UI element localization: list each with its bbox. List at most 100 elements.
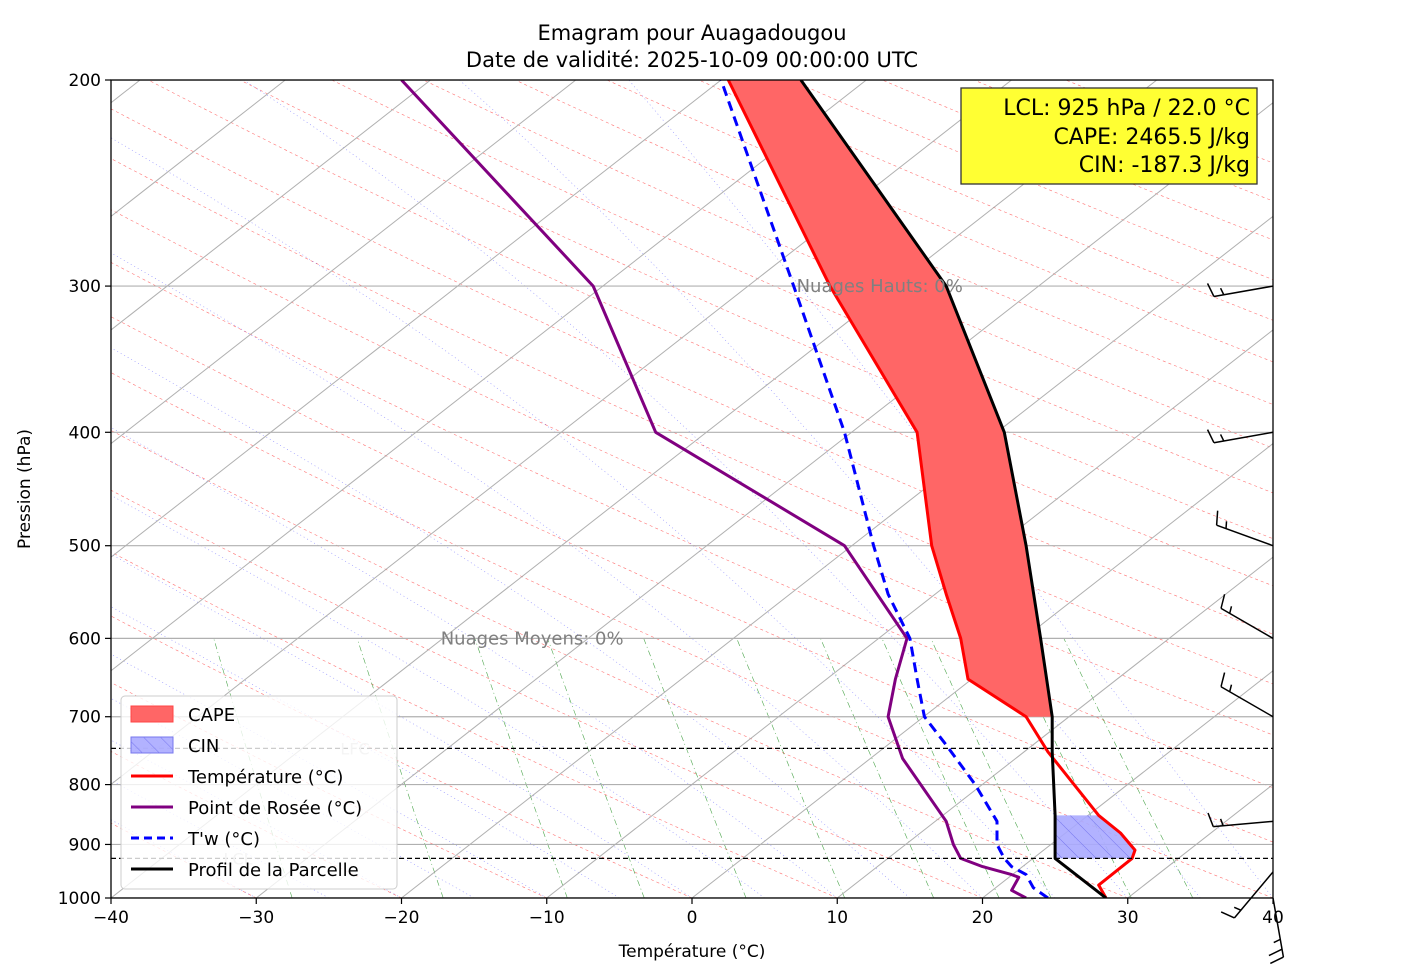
dry-adiabat <box>111 158 1273 685</box>
isotherm-line <box>691 442 1273 898</box>
wind-barbs <box>1206 283 1285 965</box>
x-tick-label: −10 <box>529 908 565 928</box>
profile-lines <box>400 80 1137 898</box>
moist-adiabat <box>111 252 983 898</box>
legend-label: Température (°C) <box>187 767 343 788</box>
isotherm-line <box>111 80 577 445</box>
wind-barb-feather <box>1220 594 1226 609</box>
x-tick-label: 20 <box>972 908 994 928</box>
mixing-ratio-line <box>1063 638 1194 898</box>
x-tick-label: −30 <box>238 908 274 928</box>
wind-barb-feather <box>1207 812 1214 827</box>
axes: −40 −30 −20 −10 0 10 20 30 40 200 300 400 500 600 700 8… <box>58 71 1284 928</box>
wind-barb-feather <box>1220 672 1226 687</box>
mixing-ratio-line <box>881 638 1000 898</box>
y-tick-label: 500 <box>69 537 101 557</box>
wind-barb <box>1268 897 1285 965</box>
chart-title: Emagram pour Auagadougou <box>537 21 846 45</box>
moist-adiabat <box>111 137 1056 898</box>
dry-adiabat <box>606 80 1273 363</box>
isotherm-line <box>111 80 431 331</box>
dry-adiabat <box>148 80 1273 587</box>
cloud-label: Nuages Moyens: 0% <box>441 628 624 649</box>
wind-barb-half-feather <box>1219 434 1225 442</box>
dry-adiabat <box>111 108 1273 635</box>
wind-barb-feather <box>1220 911 1235 919</box>
info-box: LCL: 925 hPa / 22.0 °C CAPE: 2465.5 J/kg… <box>960 87 1258 185</box>
isotherm-line <box>111 80 722 558</box>
wind-barb <box>1215 510 1274 547</box>
y-tick-label: 400 <box>69 423 101 443</box>
dry-adiabat <box>111 262 1273 789</box>
legend: CAPE CIN Température (°C) Point de Rosée (°… <box>120 695 398 890</box>
chart-subtitle: Date de validité: 2025-10-09 00:00:00 UT… <box>466 48 918 72</box>
mixing-ratio-line <box>736 638 845 898</box>
info-lcl: LCL: 925 hPa / 22.0 °C <box>1003 96 1250 121</box>
wind-barb-half-feather <box>1228 684 1233 692</box>
isotherm-line <box>982 670 1273 898</box>
legend-box <box>120 695 398 890</box>
y-tick-label: 700 <box>69 708 101 728</box>
wind-barb-feather <box>1206 429 1215 444</box>
isotherm-line <box>255 102 1273 898</box>
wind-barb-staff <box>1220 607 1274 640</box>
info-cin: CIN: -187.3 J/kg <box>1079 153 1250 178</box>
cloud-label: Nuages Hauts: 0% <box>797 276 963 297</box>
dry-adiabat <box>111 209 1273 736</box>
x-tick-label: 40 <box>1262 908 1284 928</box>
x-tick-label: −40 <box>93 908 129 928</box>
y-tick-label: 1000 <box>58 889 101 909</box>
wind-barb <box>1220 871 1274 919</box>
wind-barb-feather <box>1269 956 1284 965</box>
wind-barb-feather <box>1268 948 1283 957</box>
wind-barb-half-feather <box>1219 818 1224 826</box>
parcel-profile-line <box>799 80 1107 898</box>
cloud-labels: Nuages Hauts: 0% Nuages Moyens: 0% <box>441 276 963 649</box>
legend-label: T'w (°C) <box>187 829 260 850</box>
isotherm-line <box>111 80 867 672</box>
y-tick-label: 900 <box>69 835 101 855</box>
dry-adiabat <box>973 80 1273 202</box>
wind-barb-half-feather <box>1273 938 1281 944</box>
cape-area <box>728 80 1053 717</box>
wind-barb <box>1220 594 1274 640</box>
x-axis-label: Température (°C) <box>618 942 766 962</box>
isotherm-line <box>1272 897 1273 898</box>
wind-barb-half-feather <box>1219 287 1225 296</box>
isotherm-line <box>1127 783 1273 898</box>
wind-barb <box>1220 672 1274 718</box>
legend-swatch-cape <box>130 705 174 723</box>
temperature-line <box>726 80 1137 898</box>
x-tick-label: 0 <box>687 908 698 928</box>
legend-label: Profil de la Parcelle <box>188 860 359 881</box>
legend-swatch-cin <box>130 736 174 754</box>
info-cape: CAPE: 2465.5 J/kg <box>1053 125 1250 150</box>
x-tick-label: −20 <box>384 908 420 928</box>
isotherm-line <box>401 215 1273 898</box>
y-axis-label: Pression (hPa) <box>15 429 35 549</box>
legend-label: CAPE <box>188 705 235 726</box>
y-tick-label: 200 <box>69 71 101 91</box>
x-tick-label: 30 <box>1117 908 1139 928</box>
y-tick-label: 800 <box>69 776 101 796</box>
dry-adiabat <box>1065 80 1273 164</box>
wind-barb <box>1206 429 1274 444</box>
legend-label: CIN <box>188 736 219 757</box>
wind-barb-half-feather <box>1233 906 1242 911</box>
wind-barb-feather <box>1206 283 1215 297</box>
mixing-ratio-line <box>643 638 747 898</box>
isotherm-line <box>836 556 1273 898</box>
wind-barb-feather <box>1215 510 1219 526</box>
cin-area <box>1055 815 1135 859</box>
wind-barb <box>1207 812 1274 828</box>
dewpoint-line <box>400 80 1027 898</box>
legend-label: Point de Rosée (°C) <box>188 798 362 819</box>
y-tick-label: 600 <box>69 629 101 649</box>
cape-cin-areas <box>728 80 1135 859</box>
dry-adiabat <box>111 316 1273 843</box>
dry-adiabat <box>111 551 838 898</box>
wind-barb-staff <box>1272 897 1285 958</box>
y-tick-label: 300 <box>69 277 101 297</box>
info-box-background <box>960 87 1258 185</box>
